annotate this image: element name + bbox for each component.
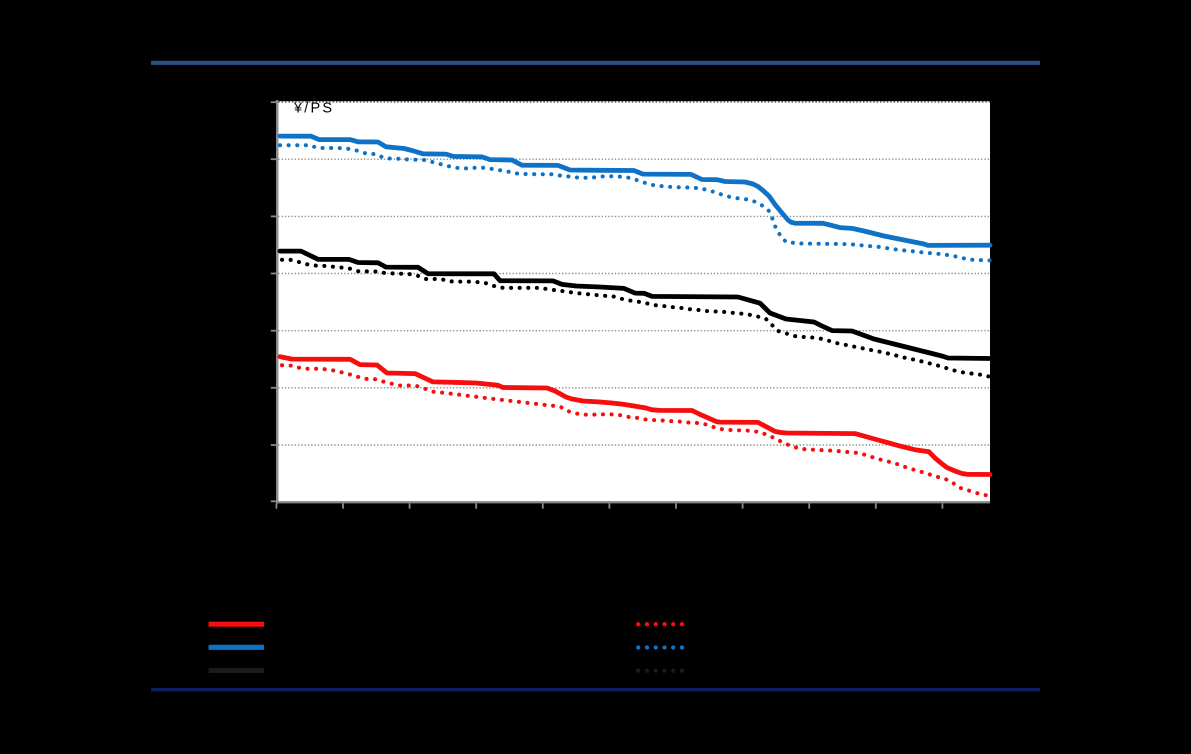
svg-text:¥/PS: ¥/PS bbox=[293, 100, 334, 116]
